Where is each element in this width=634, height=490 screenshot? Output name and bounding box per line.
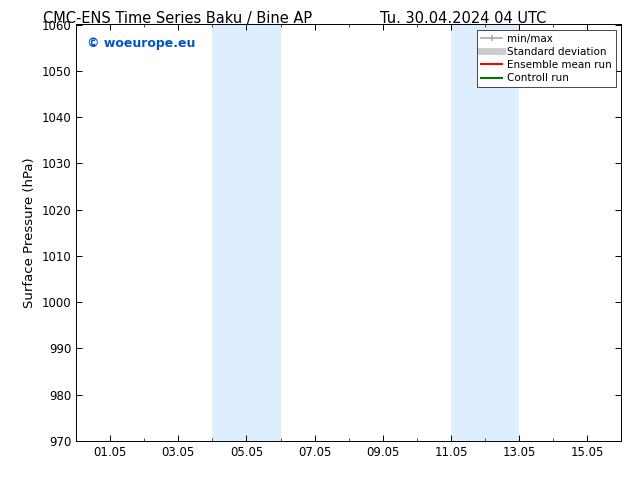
Text: Tu. 30.04.2024 04 UTC: Tu. 30.04.2024 04 UTC	[380, 11, 546, 26]
Text: © woeurope.eu: © woeurope.eu	[87, 37, 195, 50]
Legend: min/max, Standard deviation, Ensemble mean run, Controll run: min/max, Standard deviation, Ensemble me…	[477, 30, 616, 87]
Bar	[212, 24, 280, 441]
Y-axis label: Surface Pressure (hPa): Surface Pressure (hPa)	[23, 157, 36, 308]
Text: CMC-ENS Time Series Baku / Bine AP: CMC-ENS Time Series Baku / Bine AP	[43, 11, 312, 26]
Bar	[451, 24, 519, 441]
